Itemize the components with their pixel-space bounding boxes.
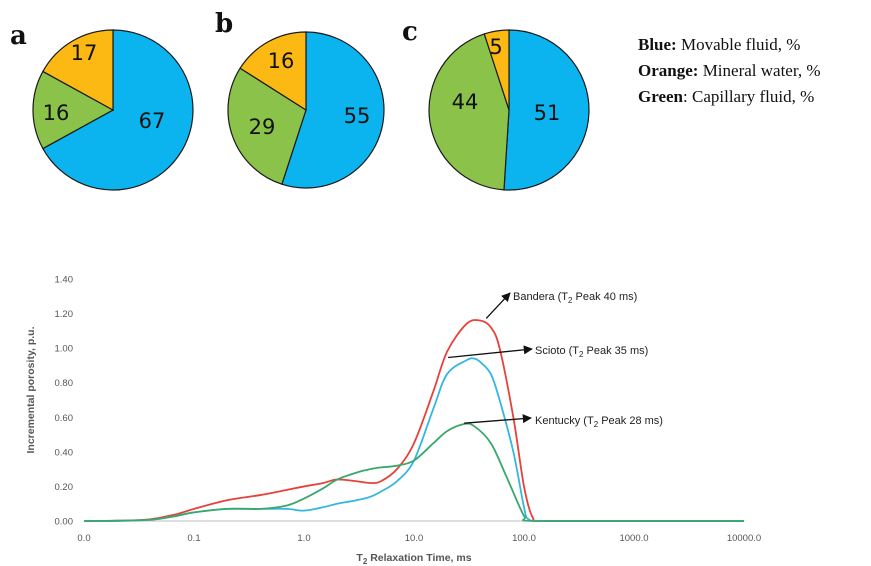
x-tick-label: 10000.0 [727, 533, 761, 544]
panel-label-a: a [10, 21, 27, 51]
x-tick-label: 0.1 [187, 533, 200, 544]
legend-text-green: : Capillary fluid, % [683, 87, 814, 106]
legend-entry-green: Green: Capillary fluid, % [638, 87, 814, 106]
x-axis-title: T2 Relaxation Time, ms [356, 552, 471, 566]
pie-a-slice-2 [42, 29, 114, 112]
pie-c-slice-label-0: 51 [534, 101, 561, 125]
pie-b-slice-label-0: 55 [344, 104, 371, 128]
annotation-kentucky: Kentucky (T2 Peak 28 ms) [535, 415, 663, 429]
pie-c-slice-1 [428, 33, 510, 191]
x-axis-title-rest: Relaxation Time, ms [367, 552, 471, 564]
pie-a-slice-label-1: 16 [43, 101, 70, 125]
x-tick-label: 1.0 [297, 533, 310, 544]
pie-chart-c: c 51 44 5 [402, 17, 590, 191]
legend: Blue: Movable fluid, % Orange: Mineral w… [638, 35, 820, 106]
pie-a-slice-0 [42, 29, 194, 191]
y-tick-label: 0.40 [55, 447, 74, 458]
pie-b-slice-label-1: 29 [249, 115, 276, 139]
annotation-bandera: Bandera (T2 Peak 40 ms) [513, 291, 637, 305]
x-axis-ticks: 0.0 0.1 1.0 10.0 100.0 1000.0 10000.0 [77, 533, 761, 544]
x-tick-label: 0.0 [77, 533, 90, 544]
pie-c-slice-label-2: 5 [489, 35, 502, 59]
y-axis-title-text: Incremental porosity, p.u. [25, 326, 37, 453]
t2-distribution-chart: 0.00 0.20 0.40 0.60 0.80 1.00 1.20 1.40 0.0 0.1 1… [25, 275, 761, 566]
pie-chart-b: b 55 29 16 [215, 9, 385, 189]
legend-key-green: Green [638, 87, 684, 106]
series-line-bandera [83, 319, 744, 522]
pie-chart-a: a 67 16 17 [10, 21, 194, 191]
panel-label-c: c [402, 17, 418, 47]
x-axis-title-main: T [356, 552, 363, 564]
legend-key-blue: Blue: [638, 35, 677, 54]
x-tick-label: 1000.0 [619, 533, 648, 544]
y-axis-title: Incremental porosity, p.u. [25, 326, 37, 453]
pie-a-slice-1 [32, 70, 115, 150]
y-tick-label: 1.40 [55, 275, 74, 286]
y-axis-ticks: 0.00 0.20 0.40 0.60 0.80 1.00 1.20 1.40 [55, 275, 74, 528]
pie-c-slice-label-1: 44 [452, 90, 479, 114]
pie-c-slice-2 [483, 29, 510, 111]
series-line-scioto [83, 357, 744, 522]
pie-b-slice-0 [281, 31, 385, 189]
y-tick-label: 0.20 [55, 482, 74, 493]
annotation-arrow-kentucky [464, 414, 532, 424]
legend-key-orange: Orange: [638, 61, 698, 80]
annotation-arrow-scioto [448, 345, 533, 359]
pie-c-slice-0 [503, 29, 590, 191]
x-axis-title-sub: 2 [363, 557, 368, 566]
annotation-scioto: Scioto (T2 Peak 35 ms) [535, 345, 648, 359]
y-tick-label: 0.00 [55, 517, 74, 528]
legend-entry-blue: Blue: Movable fluid, % [638, 35, 800, 54]
y-tick-label: 1.20 [55, 309, 74, 320]
y-tick-label: 0.60 [55, 413, 74, 424]
pie-a-slice-label-0: 67 [139, 109, 166, 133]
series-line-kentucky [83, 422, 744, 522]
legend-entry-orange: Orange: Mineral water, % [638, 61, 820, 80]
pie-b-slice-label-2: 16 [268, 49, 295, 73]
y-tick-label: 0.80 [55, 378, 74, 389]
x-tick-label: 100.0 [512, 533, 536, 544]
series-lines [83, 319, 744, 522]
legend-text-orange: Mineral water, % [698, 61, 820, 80]
x-tick-label: 10.0 [405, 533, 424, 544]
y-tick-label: 1.00 [55, 344, 74, 355]
legend-text-blue: Movable fluid, % [677, 35, 801, 54]
panel-label-b: b [215, 9, 233, 39]
pie-a-slice-label-2: 17 [71, 41, 98, 65]
annotation-arrow-bandera [485, 292, 511, 319]
pie-b-slice-1 [227, 67, 307, 185]
series-annotations: Bandera (T2 Peak 40 ms) Scioto (T2 Peak 3… [448, 291, 663, 429]
pie-b-slice-2 [239, 31, 307, 112]
